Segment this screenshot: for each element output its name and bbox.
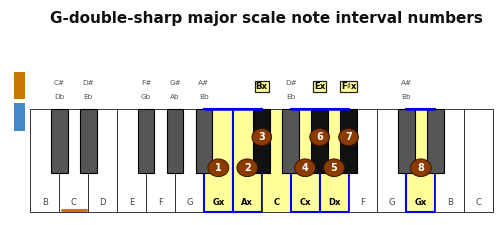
Bar	[14, 72, 25, 99]
Text: 8: 8	[417, 163, 424, 173]
Ellipse shape	[410, 159, 431, 177]
Bar	[59, 109, 88, 212]
Text: Ax: Ax	[241, 198, 253, 207]
Bar	[80, 109, 97, 173]
Bar	[464, 109, 493, 212]
Text: 4: 4	[302, 163, 309, 173]
Text: 6: 6	[316, 132, 323, 142]
Bar	[427, 109, 444, 173]
Bar	[195, 109, 212, 173]
Text: A#: A#	[198, 80, 209, 86]
Text: F: F	[361, 198, 365, 207]
Bar	[340, 109, 357, 173]
Text: Ex: Ex	[314, 82, 325, 91]
Bar	[262, 109, 291, 212]
Bar	[14, 104, 25, 130]
Bar	[349, 109, 377, 212]
Text: 2: 2	[244, 163, 250, 173]
Text: D#: D#	[82, 80, 94, 86]
Text: Eb: Eb	[286, 94, 295, 100]
Bar	[282, 109, 299, 173]
Text: Db: Db	[54, 94, 65, 100]
Ellipse shape	[295, 159, 316, 177]
Bar	[175, 109, 204, 212]
Text: G: G	[389, 198, 395, 207]
Bar	[31, 109, 59, 212]
Ellipse shape	[252, 128, 272, 146]
Ellipse shape	[208, 159, 229, 177]
Text: G#: G#	[169, 80, 181, 86]
Text: Bb: Bb	[401, 94, 411, 100]
Text: F♯x: F♯x	[341, 82, 356, 91]
Text: 7: 7	[345, 132, 352, 142]
Ellipse shape	[339, 128, 358, 146]
Text: F: F	[158, 198, 163, 207]
Ellipse shape	[324, 159, 345, 177]
Text: C: C	[476, 198, 481, 207]
Ellipse shape	[310, 128, 330, 146]
Text: C: C	[273, 198, 279, 207]
Bar	[146, 109, 175, 212]
Bar	[233, 109, 262, 212]
Bar	[320, 109, 349, 212]
Text: E: E	[129, 198, 134, 207]
Bar	[311, 109, 328, 173]
Text: A#: A#	[401, 80, 412, 86]
Text: Ab: Ab	[170, 94, 180, 100]
Bar	[291, 109, 320, 212]
Text: basicmusictheory.com: basicmusictheory.com	[5, 78, 10, 147]
Bar	[377, 109, 406, 212]
Text: 1: 1	[215, 163, 222, 173]
Text: Dx: Dx	[328, 198, 340, 207]
Bar	[406, 109, 435, 212]
Bar	[138, 109, 154, 173]
Text: Gx: Gx	[415, 198, 427, 207]
Text: Cx: Cx	[300, 198, 311, 207]
Text: B: B	[447, 198, 453, 207]
Bar	[435, 109, 464, 212]
Text: 3: 3	[259, 132, 265, 142]
Text: 5: 5	[331, 163, 338, 173]
Text: F#: F#	[141, 80, 151, 86]
Text: G-double-sharp major scale note interval numbers: G-double-sharp major scale note interval…	[50, 11, 482, 26]
Text: B: B	[42, 198, 48, 207]
Text: D#: D#	[285, 80, 297, 86]
Text: G: G	[186, 198, 193, 207]
Bar	[117, 109, 146, 212]
Bar	[88, 109, 117, 212]
Text: C#: C#	[54, 80, 65, 86]
Text: Eb: Eb	[84, 94, 93, 100]
Text: Gb: Gb	[141, 94, 151, 100]
Text: C: C	[71, 198, 77, 207]
Bar	[204, 109, 233, 212]
Text: D: D	[100, 198, 106, 207]
Text: Bx: Bx	[256, 82, 268, 91]
Text: Gx: Gx	[212, 198, 224, 207]
Bar	[254, 109, 270, 173]
Bar	[167, 109, 183, 173]
Text: Bb: Bb	[199, 94, 209, 100]
Bar	[398, 109, 415, 173]
Bar	[51, 109, 68, 173]
Ellipse shape	[237, 159, 258, 177]
